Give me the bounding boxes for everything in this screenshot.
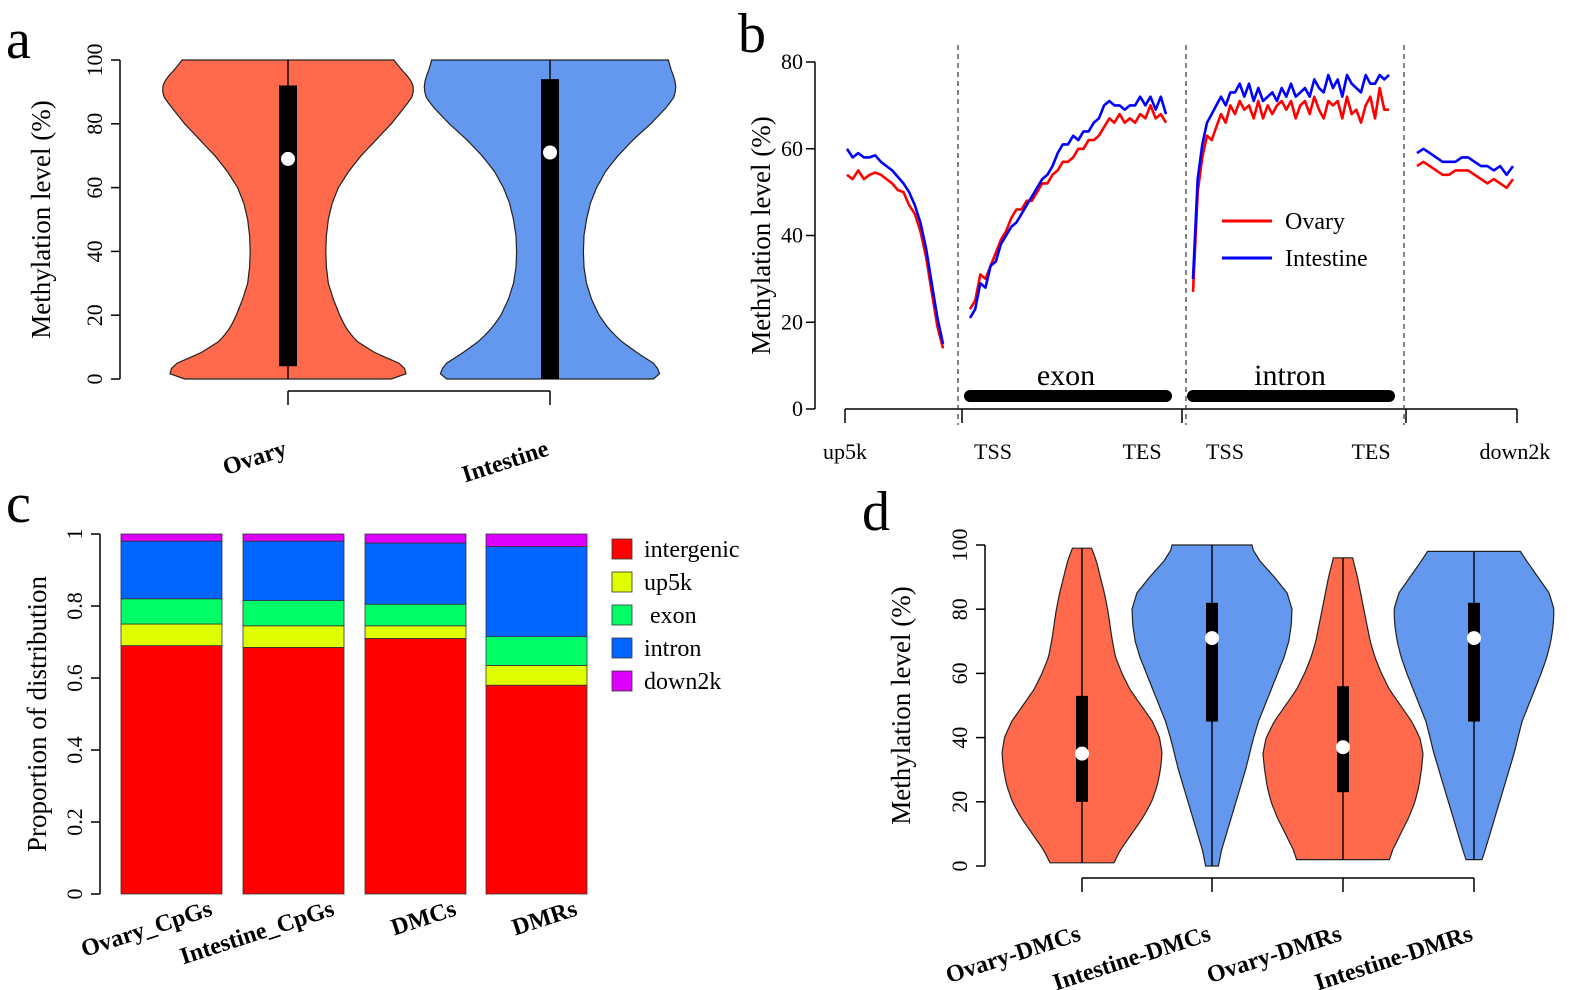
y-tick-label: 60 xyxy=(82,177,107,199)
y-tick-label: 0 xyxy=(62,889,87,900)
bar-segment-up5k-dmrs xyxy=(485,665,588,686)
y-tick-label: 20 xyxy=(781,309,803,334)
intron-label: intron xyxy=(1254,359,1326,392)
legend-label-intergenic: intergenic xyxy=(644,537,740,563)
y-tick-label: 40 xyxy=(947,727,972,749)
y-tick-label: 80 xyxy=(82,113,107,135)
bar-segment-exon-dmrs xyxy=(485,636,588,666)
x-tick-label-down2k: down2k xyxy=(1480,439,1551,464)
x-tick-label-up5k: up5k xyxy=(823,439,867,464)
y-tick-label: 0 xyxy=(82,374,107,385)
y-tick-label: 40 xyxy=(82,240,107,262)
legend-swatch-intergenic xyxy=(611,538,633,560)
legend-swatch-down2k xyxy=(611,670,633,692)
x-tick-label-dmrs: DMRs xyxy=(509,896,580,941)
legend-label-intestine: Intestine xyxy=(1285,246,1368,272)
y-tick-label: 20 xyxy=(82,304,107,326)
x-tick-label-tes: TES xyxy=(1351,439,1390,464)
legend-swatch-intron xyxy=(611,637,633,659)
legend-label-down2k: down2k xyxy=(644,669,721,695)
legend-label-up5k: up5k xyxy=(644,570,692,596)
legend-label-ovary: Ovary xyxy=(1285,209,1345,235)
y-axis-label: Proportion of distribution xyxy=(22,576,52,852)
y-tick-label: 100 xyxy=(947,529,972,562)
y-tick-label: 0.2 xyxy=(62,808,87,836)
legend-swatch-up5k xyxy=(611,571,633,593)
median-dot-intestine-dmrs xyxy=(1467,631,1481,646)
panel-a-violin-chart: 0 20 40 60 80 100 Methylation level (%) Ovary In… xyxy=(26,44,677,488)
median-dot-intestine-dmcs xyxy=(1205,631,1219,646)
bar-segment-intergenic-dmrs xyxy=(485,684,588,895)
y-tick-label: 80 xyxy=(947,598,972,620)
bar-segment-intron-ovary-cpgs xyxy=(120,540,223,600)
y-axis-label: Methylation level (%) xyxy=(886,586,916,824)
y-tick-label: 20 xyxy=(947,791,972,813)
x-tick-label-ovary: Ovary xyxy=(220,436,290,481)
iqr-box-ovary-dmrs xyxy=(1337,686,1349,793)
y-tick-label: 60 xyxy=(947,662,972,684)
bar-segment-up5k-intestine-cpgs xyxy=(242,625,345,648)
median-dot-ovary xyxy=(281,151,295,166)
bar-segment-down2k-dmcs xyxy=(364,533,467,544)
series-line-intestine-intron xyxy=(1191,73,1390,279)
bar-segment-exon-dmcs xyxy=(364,603,467,627)
bar-segment-down2k-dmrs xyxy=(485,533,588,548)
panel-letter-b: b xyxy=(738,3,766,65)
y-tick-label: 60 xyxy=(781,136,803,161)
median-dot-ovary-dmrs xyxy=(1336,740,1350,755)
y-tick-label: 0.6 xyxy=(62,664,87,692)
bar-segment-intergenic-ovary-cpgs xyxy=(120,645,223,895)
iqr-box-ovary xyxy=(279,85,297,367)
series-line-intestine-up5k xyxy=(845,148,945,345)
median-dot-ovary-dmcs xyxy=(1075,746,1089,761)
bar-segment-down2k-ovary-cpgs xyxy=(120,533,223,542)
y-tick-label: 40 xyxy=(781,223,803,248)
y-tick-label: 80 xyxy=(781,49,803,74)
y-axis-label: Methylation level (%) xyxy=(746,116,776,354)
bar-segment-intergenic-dmcs xyxy=(364,638,467,895)
x-tick-label-tes: TES xyxy=(1122,439,1161,464)
panel-letter-c: c xyxy=(6,473,31,535)
bar-segment-exon-ovary-cpgs xyxy=(120,598,223,625)
x-tick-label-tss: TSS xyxy=(974,439,1012,464)
x-tick-label-tss: TSS xyxy=(1206,439,1244,464)
y-axis-label: Methylation level (%) xyxy=(26,100,56,338)
iqr-box-intestine-dmrs xyxy=(1468,602,1480,722)
median-dot-intestine xyxy=(543,145,557,160)
bar-segment-up5k-dmcs xyxy=(364,625,467,639)
series-line-intestine-down2k xyxy=(1416,147,1515,177)
legend-label-intron: intron xyxy=(644,636,701,662)
legend-swatch-exon xyxy=(611,604,633,626)
series-line-intestine-exon xyxy=(968,95,1168,319)
bar-segment-down2k-intestine-cpgs xyxy=(242,533,345,542)
x-tick-label-dmcs: DMCs xyxy=(388,896,459,941)
y-tick-label: 1 xyxy=(62,529,87,540)
x-tick-label-intestine: Intestine xyxy=(459,436,552,488)
bar-segment-intron-intestine-cpgs xyxy=(242,540,345,602)
bar-segment-intron-dmrs xyxy=(485,546,588,637)
series-line-ovary-up5k xyxy=(846,169,945,349)
series-line-ovary-exon xyxy=(968,104,1168,310)
iqr-box-intestine xyxy=(541,79,559,379)
panel-c-stacked-bar-chart: 0 0.2 0.4 0.6 0.8 1 Proportion of distribution… xyxy=(22,529,740,971)
iqr-box-intestine-dmcs xyxy=(1206,602,1218,722)
legend-label-exon: exon xyxy=(650,603,697,629)
panel-letter-a: a xyxy=(6,9,31,71)
series-line-ovary-intron xyxy=(1191,86,1389,292)
y-tick-label: 0.8 xyxy=(62,592,87,620)
bar-segment-intron-dmcs xyxy=(364,542,467,605)
exon-label: exon xyxy=(1037,359,1095,392)
y-tick-label: 0 xyxy=(947,861,972,872)
bar-segment-intergenic-intestine-cpgs xyxy=(242,647,345,895)
series-line-ovary-down2k xyxy=(1416,160,1515,190)
panel-letter-d: d xyxy=(862,481,890,543)
y-tick-label: 100 xyxy=(82,44,107,77)
bar-segment-up5k-ovary-cpgs xyxy=(120,623,223,647)
y-tick-label: 0.4 xyxy=(62,736,87,764)
y-tick-label: 0 xyxy=(792,396,803,421)
panel-b-line-chart: 0 20 40 60 80 Methylation level (%) up5k TSS TES… xyxy=(746,45,1550,464)
bar-segment-exon-intestine-cpgs xyxy=(242,600,345,627)
